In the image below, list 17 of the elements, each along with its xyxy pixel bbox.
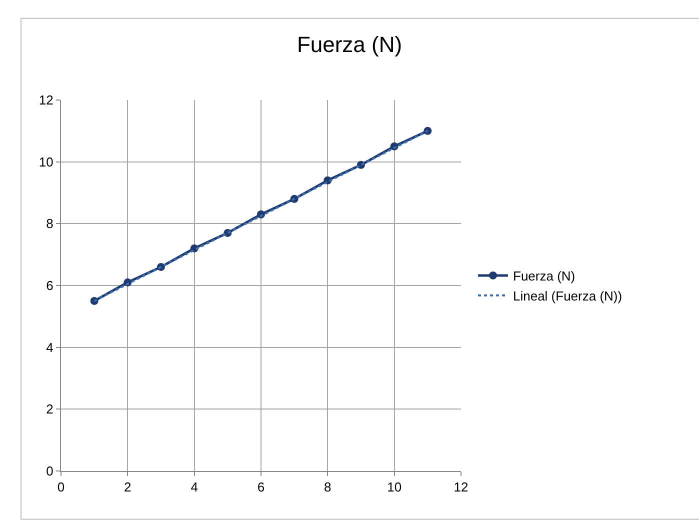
x-tick-label: 4 [190, 480, 198, 495]
y-tick-label: 4 [46, 340, 54, 355]
y-tick-label: 0 [46, 464, 54, 479]
y-tick-label: 8 [46, 216, 54, 232]
y-tick-label: 6 [46, 278, 54, 294]
x-tick-label: 8 [324, 480, 332, 495]
legend-label: Fuerza (N) [513, 268, 576, 284]
x-tick-label: 0 [57, 480, 65, 495]
x-tick-label: 12 [454, 480, 468, 495]
x-tick-label: 10 [387, 480, 402, 495]
y-tick-label: 12 [38, 92, 54, 108]
y-tick-label: 10 [38, 154, 54, 170]
legend-label: Lineal (Fuerza (N)) [513, 288, 622, 304]
x-tick-label: 6 [257, 480, 265, 495]
x-tick-label: 2 [124, 480, 132, 495]
chart-title: Fuerza (N) [296, 32, 402, 58]
y-tick-label: 2 [46, 402, 54, 417]
